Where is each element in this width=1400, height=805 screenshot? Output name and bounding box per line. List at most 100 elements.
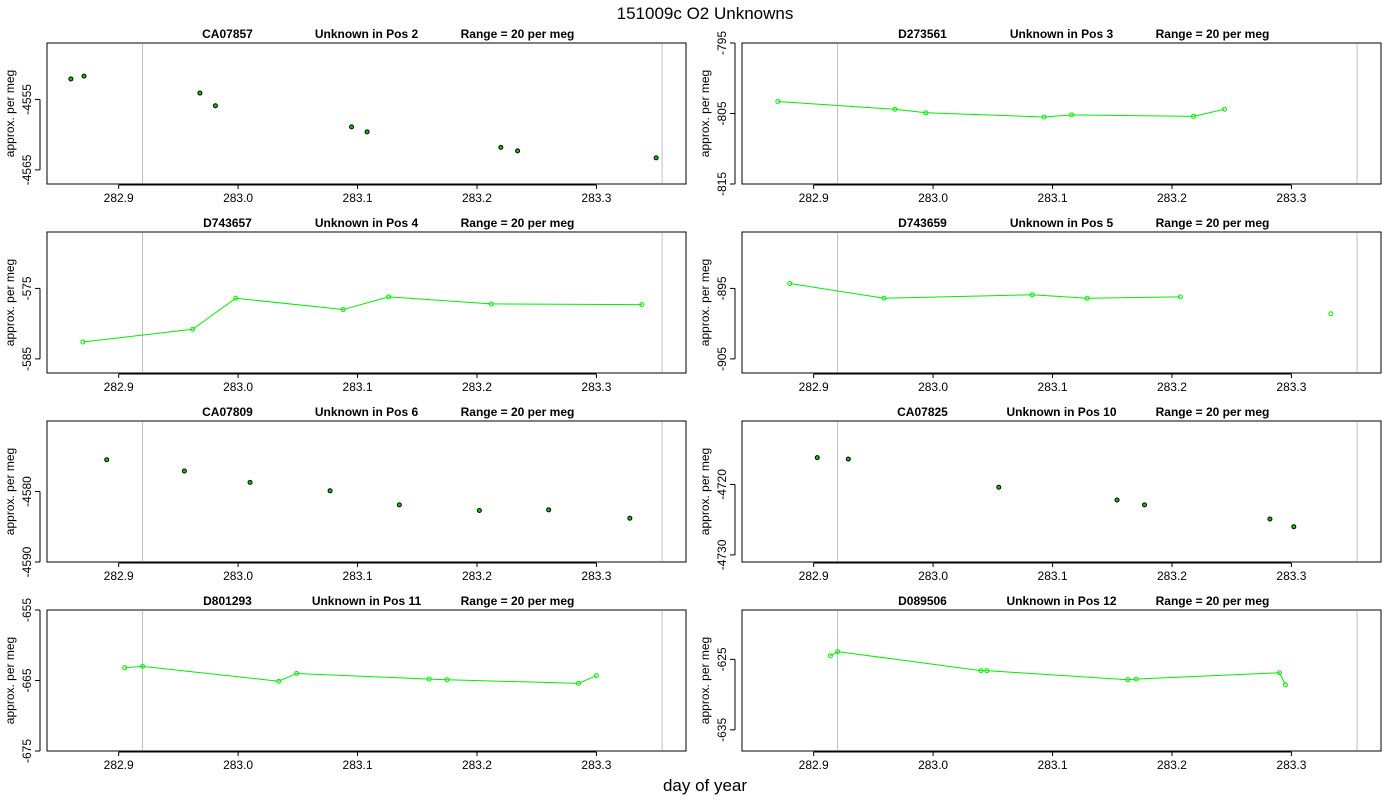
- data-point: [639, 302, 645, 308]
- x-tick-label: 283.2: [462, 380, 492, 394]
- series-line: [777, 101, 1225, 118]
- x-tick-label: 283.2: [462, 758, 492, 772]
- panel-title-sample: CA07825: [897, 405, 948, 419]
- y-tick-label: -655: [20, 598, 34, 622]
- panel-3: D743657 Unknown in Pos 4 Range = 20 per me…: [3, 216, 687, 394]
- data-point: [386, 294, 392, 300]
- panel-title-range: Range = 20 per meg: [461, 405, 575, 419]
- x-tick-label: 282.9: [799, 569, 829, 583]
- panel-title-range: Range = 20 per meg: [461, 216, 575, 230]
- x-tick-label: 282.9: [104, 380, 134, 394]
- data-point: [627, 515, 633, 521]
- data-point: [1177, 294, 1183, 300]
- series-line: [789, 282, 1181, 299]
- x-tick-label: 282.9: [104, 569, 134, 583]
- data-point: [233, 295, 239, 301]
- data-point: [845, 456, 851, 462]
- data-point: [515, 148, 521, 154]
- data-point: [197, 90, 203, 96]
- data-point: [247, 479, 253, 485]
- x-tick-label: 283.1: [343, 191, 373, 205]
- y-tick-label: -4555: [20, 84, 34, 115]
- y-tick-label: -4580: [20, 476, 34, 507]
- data-point: [444, 677, 450, 683]
- x-tick-label: 283.1: [343, 380, 373, 394]
- series-line: [830, 651, 1286, 685]
- data-point: [396, 502, 402, 508]
- data-point: [653, 155, 659, 161]
- data-point: [68, 76, 74, 82]
- series-line: [82, 296, 642, 343]
- plot-frame: [741, 420, 1382, 563]
- data-point: [827, 653, 833, 659]
- panel-title-sample: CA07857: [202, 27, 253, 41]
- data-point: [212, 103, 218, 109]
- data-point: [881, 295, 887, 301]
- data-point: [984, 668, 990, 674]
- x-tick-label: 283.3: [581, 758, 611, 772]
- x-tick-label: 283.0: [918, 569, 948, 583]
- data-point: [122, 665, 128, 671]
- data-point: [1029, 292, 1035, 298]
- data-point: [1267, 516, 1273, 522]
- data-point: [978, 668, 984, 674]
- y-tick-label: -905: [715, 347, 729, 371]
- data-point: [81, 73, 87, 79]
- x-tick-label: 283.3: [581, 380, 611, 394]
- x-tick-label: 283.1: [1038, 380, 1068, 394]
- x-tick-label: 282.9: [104, 191, 134, 205]
- data-point: [835, 649, 841, 655]
- data-point: [892, 106, 898, 112]
- data-point: [294, 670, 300, 676]
- x-tick-label: 283.0: [223, 380, 253, 394]
- panel-8: D089506 Unknown in Pos 12 Range = 20 per m…: [698, 594, 1382, 772]
- data-point: [426, 676, 432, 682]
- y-axis-label: approx. per meg: [3, 259, 17, 346]
- y-tick-label: -625: [715, 647, 729, 671]
- x-tick-label: 283.0: [918, 380, 948, 394]
- x-tick-label: 283.2: [1157, 191, 1187, 205]
- data-point: [1069, 112, 1075, 118]
- panel-title-position: Unknown in Pos 10: [1006, 405, 1116, 419]
- x-tick-label: 283.3: [1276, 758, 1306, 772]
- panel-title-sample: D801293: [203, 594, 252, 608]
- data-point: [80, 339, 86, 345]
- x-tick-label: 282.9: [799, 380, 829, 394]
- x-tick-label: 283.0: [918, 758, 948, 772]
- x-tick-label: 283.3: [1276, 569, 1306, 583]
- panel-title-position: Unknown in Pos 11: [312, 594, 422, 608]
- panel-title-sample: D743659: [898, 216, 947, 230]
- data-point: [1291, 524, 1297, 530]
- panel-1: CA07857 Unknown in Pos 2 Range = 20 per me…: [3, 27, 687, 205]
- x-tick-label: 283.3: [1276, 380, 1306, 394]
- data-point: [787, 280, 793, 286]
- data-point: [498, 144, 504, 150]
- panel-title-position: Unknown in Pos 4: [315, 216, 419, 230]
- plot-frame: [46, 231, 687, 374]
- y-axis-label: approx. per meg: [3, 70, 17, 157]
- x-tick-label: 282.9: [104, 758, 134, 772]
- x-tick-label: 283.2: [1157, 758, 1187, 772]
- main-title: 151009c O2 Unknowns: [617, 4, 794, 23]
- data-point: [1041, 114, 1047, 120]
- data-point: [1282, 682, 1288, 688]
- data-point: [1125, 677, 1131, 683]
- panel-title-range: Range = 20 per meg: [461, 27, 575, 41]
- panel-7: D801293 Unknown in Pos 11 Range = 20 per m…: [3, 594, 687, 772]
- panel-title-sample: D089506: [898, 594, 947, 608]
- panel-title-position: Unknown in Pos 6: [315, 405, 419, 419]
- panels: CA07857 Unknown in Pos 2 Range = 20 per me…: [3, 27, 1382, 772]
- data-point: [349, 124, 355, 130]
- data-point: [327, 488, 333, 494]
- y-tick-label: -585: [20, 347, 34, 371]
- y-axis-label: approx. per meg: [698, 259, 712, 346]
- y-tick-label: -895: [715, 276, 729, 300]
- x-tick-label: 283.0: [223, 758, 253, 772]
- y-tick-label: -4590: [20, 546, 34, 577]
- data-point: [276, 678, 282, 684]
- y-tick-label: -635: [715, 718, 729, 742]
- data-point: [1328, 311, 1334, 317]
- y-tick-label: -665: [20, 668, 34, 692]
